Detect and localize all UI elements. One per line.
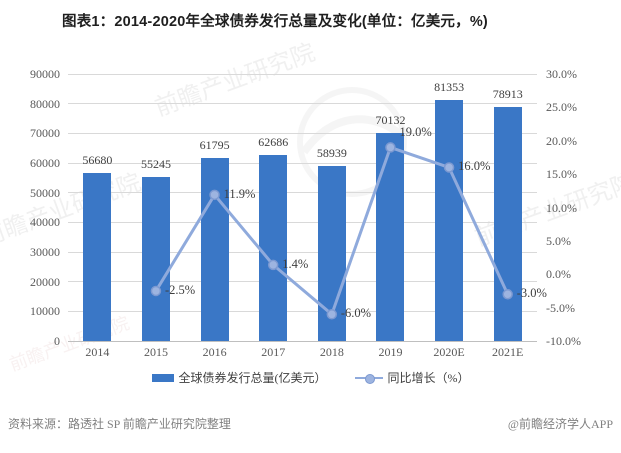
y-axis-label-left: 0 xyxy=(54,334,60,348)
bar xyxy=(376,132,405,341)
bar-value-label: 61795 xyxy=(199,137,230,152)
legend-item-bar: 全球债券发行总量(亿美元） xyxy=(151,369,327,386)
y-axis-label-left: 50000 xyxy=(30,185,60,200)
bar-value-label: 70132 xyxy=(375,112,406,127)
y-axis-label-right: 5.0% xyxy=(546,233,571,248)
line-value-label: -3.0% xyxy=(516,286,547,301)
bar xyxy=(435,99,464,341)
legend-marker-icon xyxy=(364,373,375,384)
bar-value-label: 58939 xyxy=(316,146,347,161)
bar-value-label: 81353 xyxy=(434,79,465,94)
gridline xyxy=(68,73,537,75)
legend-label: 全球债券发行总量(亿美元） xyxy=(178,371,327,385)
footer: 资料来源：路透社 SP 前瞻产业研究院整理 @前瞻经济学人APP xyxy=(8,415,613,432)
line-value-label: 16.0% xyxy=(458,159,491,174)
chart-title: 图表1：2014-2020年全球债券发行总量及变化(单位：亿美元，%) xyxy=(62,14,488,30)
credit-text: @前瞻经济学人APP xyxy=(507,417,613,431)
bar xyxy=(200,157,229,341)
x-axis-label: 2021E xyxy=(492,345,524,359)
y-axis-label-left: 30000 xyxy=(30,245,60,259)
x-axis-line xyxy=(68,340,537,342)
y-axis-label-left: 90000 xyxy=(30,67,60,81)
x-axis-label: 2018 xyxy=(319,345,344,359)
y-axis-label-right: 0.0% xyxy=(546,267,571,282)
bar-value-label: 55245 xyxy=(140,157,171,172)
y-axis-label-right: 15.0% xyxy=(546,167,577,182)
y-axis-label-right: 20.0% xyxy=(546,133,577,148)
x-axis-label: 2019 xyxy=(378,345,403,359)
gridline xyxy=(68,132,537,134)
legend-swatch-bar xyxy=(151,373,174,382)
y-axis-label-left: 80000 xyxy=(30,96,60,111)
x-axis-label: 2016 xyxy=(202,345,227,359)
y-axis-label-left: 40000 xyxy=(30,215,60,230)
bar xyxy=(83,172,112,341)
gridline xyxy=(68,281,537,283)
x-axis-label: 2017 xyxy=(261,345,286,359)
y-axis-label-left: 60000 xyxy=(30,156,60,170)
gridline xyxy=(68,251,537,253)
legend-item-line: 同比增长（%） xyxy=(354,369,470,386)
line-value-label: -6.0% xyxy=(340,306,372,321)
y-axis-label-right: 25.0% xyxy=(546,100,577,115)
source-text: 资料来源：路透社 SP 前瞻产业研究院整理 xyxy=(8,417,231,431)
legend-swatch-line xyxy=(354,373,383,384)
bar xyxy=(259,155,288,341)
gridline xyxy=(68,221,537,223)
gridline xyxy=(68,103,537,105)
y-axis-label-left: 20000 xyxy=(30,274,60,289)
y-axis-label-left: 70000 xyxy=(30,126,60,141)
legend-label: 同比增长（%） xyxy=(387,371,470,385)
y-axis-label-left: 10000 xyxy=(30,304,60,319)
x-axis-label: 2020E xyxy=(433,345,465,359)
gridline xyxy=(68,310,537,312)
y-axis-label-right: 30.0% xyxy=(546,67,577,81)
legend: 全球债券发行总量(亿美元） 同比增长（%） xyxy=(0,369,621,386)
bar xyxy=(141,177,170,341)
bar-value-label: 62686 xyxy=(258,135,289,150)
x-axis-label: 2015 xyxy=(143,345,168,359)
y-axis-label-right: -5.0% xyxy=(546,300,575,315)
bar xyxy=(493,106,522,341)
bar-value-label: 78913 xyxy=(492,86,523,101)
x-axis-label: 2014 xyxy=(85,345,110,359)
gridline xyxy=(68,192,537,194)
line-value-label: 19.0% xyxy=(399,125,432,140)
line-value-label: 11.9% xyxy=(223,186,256,201)
bar-value-label: 56680 xyxy=(82,152,113,167)
y-axis-label-right: 10.0% xyxy=(546,200,577,215)
line-value-label: -2.5% xyxy=(164,282,196,297)
y-axis-label-right: -10.0% xyxy=(546,334,581,348)
line-value-label: 1.4% xyxy=(282,256,309,271)
